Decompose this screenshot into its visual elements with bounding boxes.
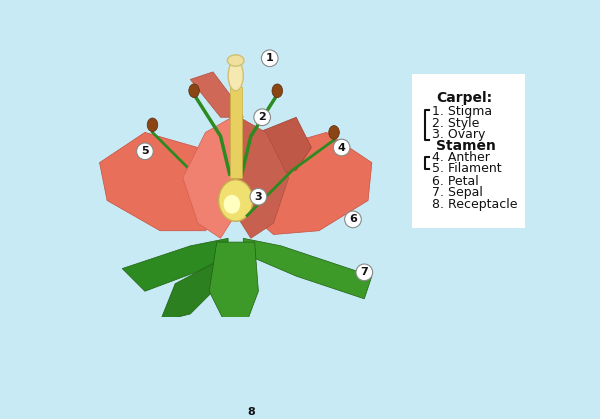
Polygon shape bbox=[243, 238, 372, 299]
Text: Stamen: Stamen bbox=[436, 139, 496, 153]
Circle shape bbox=[356, 264, 373, 281]
FancyBboxPatch shape bbox=[412, 74, 524, 228]
Text: 1. Stigma: 1. Stigma bbox=[433, 106, 493, 119]
Text: 2. Style: 2. Style bbox=[433, 117, 480, 130]
Circle shape bbox=[262, 50, 278, 67]
Circle shape bbox=[250, 189, 267, 205]
Ellipse shape bbox=[227, 55, 244, 66]
Text: Carpel:: Carpel: bbox=[436, 91, 492, 105]
Polygon shape bbox=[160, 253, 232, 321]
Circle shape bbox=[137, 143, 153, 160]
Text: 7. Sepal: 7. Sepal bbox=[433, 186, 483, 199]
Text: 2: 2 bbox=[258, 112, 266, 122]
Polygon shape bbox=[183, 117, 239, 238]
Text: 5: 5 bbox=[141, 146, 149, 156]
Ellipse shape bbox=[228, 60, 243, 91]
Polygon shape bbox=[100, 132, 236, 231]
Polygon shape bbox=[122, 238, 228, 291]
Text: 7: 7 bbox=[361, 267, 368, 277]
Text: 5. Filament: 5. Filament bbox=[433, 162, 502, 175]
Polygon shape bbox=[259, 117, 311, 178]
Polygon shape bbox=[230, 87, 242, 178]
Ellipse shape bbox=[329, 126, 340, 139]
Ellipse shape bbox=[272, 84, 283, 98]
Text: 3: 3 bbox=[254, 192, 262, 202]
Text: 4: 4 bbox=[338, 142, 346, 153]
Text: 1: 1 bbox=[266, 53, 274, 63]
Polygon shape bbox=[232, 117, 289, 238]
Text: 8. Receptacle: 8. Receptacle bbox=[433, 198, 518, 211]
Circle shape bbox=[344, 211, 361, 228]
Text: 8: 8 bbox=[247, 407, 255, 417]
Circle shape bbox=[242, 404, 259, 419]
Polygon shape bbox=[190, 72, 243, 117]
Circle shape bbox=[254, 109, 271, 126]
Ellipse shape bbox=[189, 84, 199, 98]
Text: 6. Petal: 6. Petal bbox=[433, 175, 479, 188]
Ellipse shape bbox=[224, 195, 240, 214]
Ellipse shape bbox=[147, 118, 158, 132]
Polygon shape bbox=[236, 132, 372, 235]
Ellipse shape bbox=[218, 180, 253, 221]
Text: 4. Anther: 4. Anther bbox=[433, 151, 490, 164]
Text: 6: 6 bbox=[349, 215, 357, 225]
Text: 3. Ovary: 3. Ovary bbox=[433, 128, 486, 141]
Circle shape bbox=[333, 139, 350, 156]
Polygon shape bbox=[227, 321, 245, 419]
Polygon shape bbox=[209, 242, 259, 325]
